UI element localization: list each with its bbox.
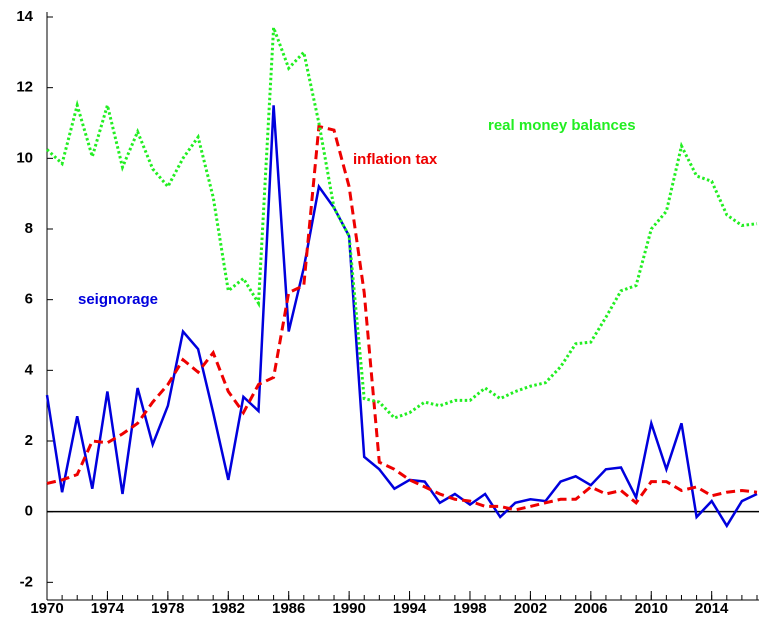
x-tick-label: 2010: [635, 600, 668, 617]
y-tick-label: -2: [20, 573, 33, 590]
y-tick-label: 10: [16, 149, 33, 166]
y-tick-label: 6: [25, 291, 33, 308]
y-tick-label: 0: [25, 503, 33, 520]
y-tick-label: 2: [25, 432, 33, 449]
x-tick-label: 1986: [272, 600, 305, 617]
y-tick-label: 4: [25, 361, 34, 378]
series-line: [45, 27, 758, 420]
x-tick-label: 1974: [91, 600, 125, 617]
series-line: [45, 105, 758, 529]
x-tick-label: 1990: [332, 600, 365, 617]
series-label: seignorage: [78, 291, 158, 308]
x-tick-label: 1978: [151, 600, 184, 617]
series-label: real money balances: [488, 117, 636, 134]
y-tick-label: 8: [25, 220, 33, 237]
x-tick-label: 2014: [695, 600, 729, 617]
y-tick-label: 14: [16, 8, 33, 25]
x-tick-label: 1982: [212, 600, 245, 617]
series-label: inflation tax: [353, 151, 438, 168]
y-tick-label: 12: [16, 79, 33, 96]
x-tick-label: 2002: [514, 600, 547, 617]
series-line: [46, 124, 758, 512]
x-tick-label: 1970: [30, 600, 63, 617]
x-tick-label: 2006: [574, 600, 607, 617]
x-tick-label: 1998: [453, 600, 486, 617]
x-tick-label: 1994: [393, 600, 427, 617]
